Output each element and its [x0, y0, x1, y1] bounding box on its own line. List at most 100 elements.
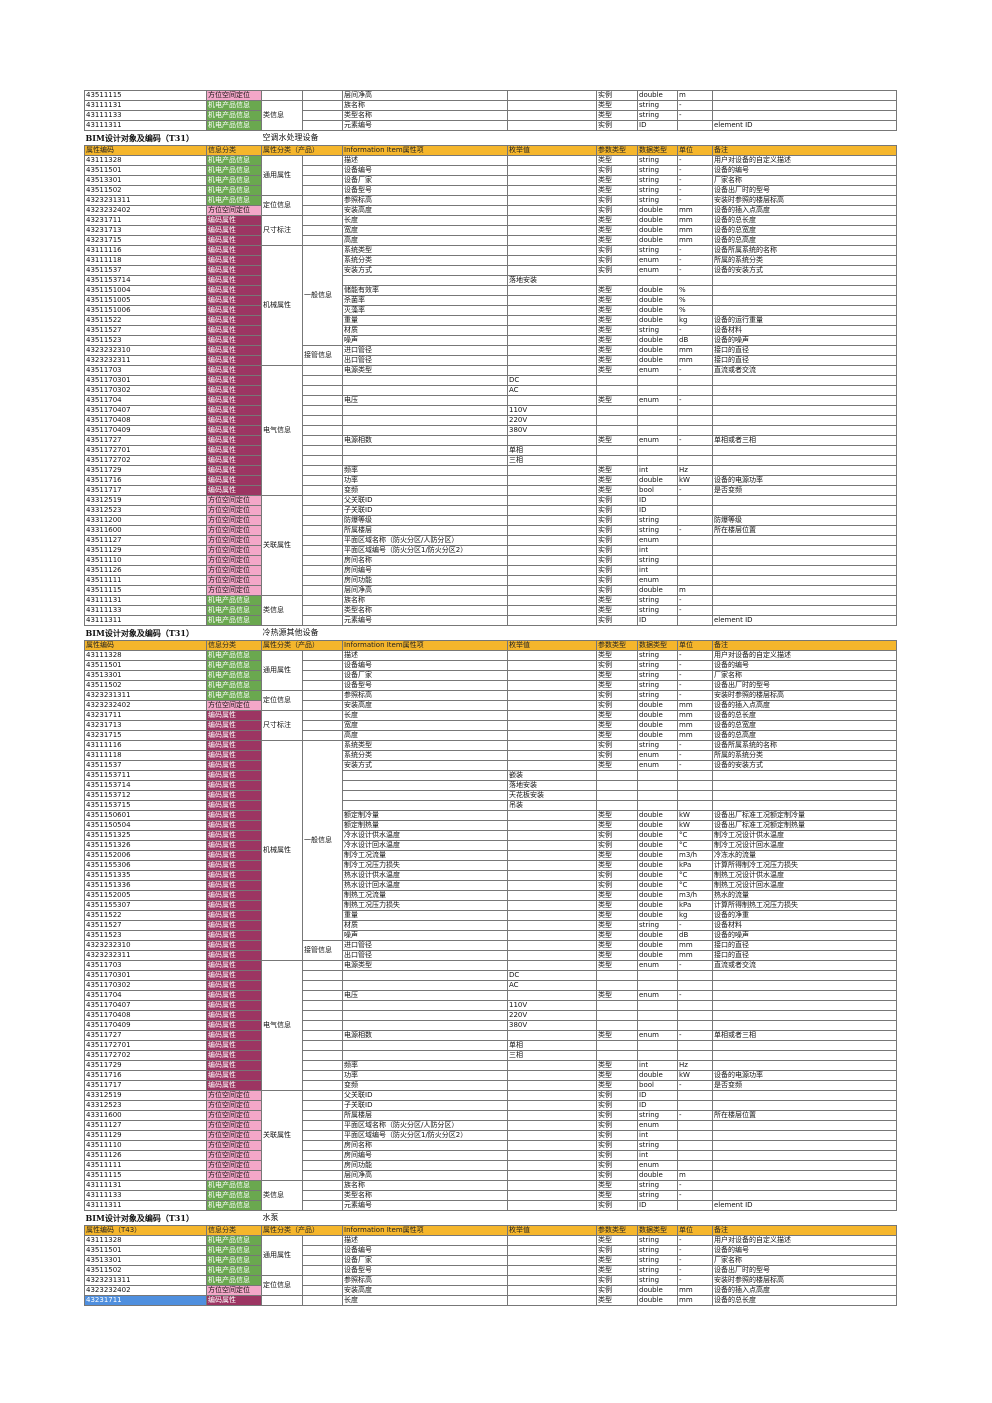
info-class-cell: 编码属性: [206, 740, 262, 751]
data-type-cell: double: [637, 345, 678, 356]
category-cell: [302, 710, 343, 721]
header-cell: 信息分类: [206, 640, 262, 651]
param-type-cell: 类型: [596, 305, 638, 316]
table-row: 4351153711 编码属性 嵌装: [84, 770, 897, 781]
enum-cell: 220V: [507, 415, 597, 426]
data-type-cell: string: [637, 515, 678, 526]
header-cell: 参数类型: [596, 640, 638, 651]
unit-cell: mm: [677, 950, 713, 961]
remark-cell: [712, 1090, 897, 1101]
category-cell: 尺寸标注: [261, 215, 303, 246]
enum-cell: [507, 680, 597, 691]
category-cell: [302, 120, 343, 131]
param-type-cell: 实例: [596, 575, 638, 586]
param-type-cell: 类型: [596, 1030, 638, 1041]
data-type-cell: enum: [637, 760, 678, 771]
attribute-code-cell: 4351151336: [84, 880, 207, 891]
table-row: 4351153715 编码属性 吊装: [84, 800, 897, 811]
data-type-cell: string: [637, 670, 678, 681]
header-row: 属性编码 信息分类 属性分类（产品） Information Item属性项 枚举值 参数…: [84, 145, 897, 156]
enum-cell: [507, 285, 597, 296]
param-type-cell: 实例: [596, 495, 638, 506]
item-cell: 参照标高: [342, 690, 508, 701]
data-type-cell: string: [637, 175, 678, 186]
enum-cell: [507, 1190, 597, 1201]
info-class-cell: 编码属性: [206, 455, 262, 466]
item-cell: 安装高度: [342, 700, 508, 711]
table-row: 43111118 编码属性 系统分类 实例 enum - 所属的系统分类: [84, 750, 897, 761]
param-type-cell: 类型: [596, 285, 638, 296]
category-cell: [302, 1030, 343, 1041]
table-row: 43511110 方位空间定位 房间名称 实例 string: [84, 1140, 897, 1151]
table-row: 43312519 方位空间定位 关联属性 父关联ID 实例 ID: [84, 1090, 897, 1181]
header-row: 属性编码（T43） 信息分类 属性分类（产品） Information Item属性项…: [84, 1225, 897, 1236]
param-type-cell: 类型: [596, 650, 638, 661]
category-cell: [302, 455, 343, 466]
remark-cell: 厂家名称: [712, 1255, 897, 1266]
category-cell: [302, 730, 343, 741]
unit-cell: kg: [677, 910, 713, 921]
attribute-code-cell: 43511129: [84, 545, 207, 556]
unit-cell: m3/h: [677, 850, 713, 861]
item-cell: [342, 1050, 508, 1061]
table-row: 43511111 方位空间定位 房间功能 实例 enum: [84, 575, 897, 586]
item-cell: 类型名称: [342, 605, 508, 616]
table-row: 4351170409 编码属性 380V: [84, 1020, 897, 1031]
info-class-cell: 编码属性: [206, 465, 262, 476]
param-type-cell: [596, 445, 638, 456]
category-cell: [302, 1130, 343, 1141]
param-type-cell: 类型: [596, 315, 638, 326]
unit-cell: [677, 1050, 713, 1061]
enum-cell: 单相: [507, 1040, 597, 1051]
unit-cell: °C: [677, 830, 713, 841]
attribute-code-cell: 43513301: [84, 1255, 207, 1266]
section-title-row: BIM设计对象及编码（T31） 冷热源其他设备: [84, 625, 897, 641]
item-cell: 热水设计回水温度: [342, 880, 508, 891]
category-cell: [302, 505, 343, 516]
table-row: 4351151005 编码属性 杀菌率 类型 double%: [84, 295, 897, 306]
remark-cell: 厂家名称: [712, 670, 897, 681]
attribute-code-cell: 4351151326: [84, 840, 207, 851]
enum-cell: [507, 235, 597, 246]
remark-cell: [712, 545, 897, 556]
unit-cell: -: [677, 175, 713, 186]
param-type-cell: 实例: [596, 1275, 638, 1286]
remark-cell: 设备的总长度: [712, 215, 897, 226]
category-cell: [302, 575, 343, 586]
category-cell: [302, 1245, 343, 1256]
param-type-cell: 实例: [596, 265, 638, 276]
attribute-code-cell: 43511110: [84, 555, 207, 566]
param-type-cell: 实例: [596, 545, 638, 556]
info-class-cell: 方位空间定位: [206, 1110, 262, 1121]
data-type-cell: double: [637, 315, 678, 326]
item-cell: 进口管径: [342, 345, 508, 356]
unit-cell: [677, 495, 713, 506]
unit-cell: -: [677, 435, 713, 446]
param-type-cell: 实例: [596, 255, 638, 266]
enum-cell: [507, 335, 597, 346]
attribute-code-cell: 4351155307: [84, 900, 207, 911]
remark-cell: 设备的总宽度: [712, 225, 897, 236]
table-row: 4323232310 编码属性 接管信息 进口管径 类型 double mm 接口的直径: [84, 345, 897, 366]
attribute-code-cell: 43111131: [84, 1180, 207, 1191]
item-cell: [342, 385, 508, 396]
table-row: 4351172702 编码属性 三相: [84, 455, 897, 466]
table-row: 4351151325 编码属性 冷水设计供水温度 实例 double °C 制冷工况设计供水…: [84, 830, 897, 841]
enum-cell: [507, 950, 597, 961]
unit-cell: [677, 425, 713, 436]
param-type-cell: 实例: [596, 1160, 638, 1171]
param-type-cell: [596, 385, 638, 396]
param-type-cell: 类型: [596, 890, 638, 901]
attribute-code-cell: 43511729: [84, 1060, 207, 1071]
enum-cell: [507, 1265, 597, 1276]
item-cell: 层间净高: [342, 585, 508, 596]
category-cell: [302, 90, 343, 101]
item-cell: [342, 980, 508, 991]
header-cell: 参数类型: [596, 145, 638, 156]
enum-cell: [507, 810, 597, 821]
item-cell: 宽度: [342, 720, 508, 731]
info-class-cell: 机电产品信息: [206, 595, 262, 606]
attribute-code-cell: 43511115: [84, 585, 207, 596]
info-class-cell: 机电产品信息: [206, 1235, 262, 1246]
remark-cell: [712, 505, 897, 516]
